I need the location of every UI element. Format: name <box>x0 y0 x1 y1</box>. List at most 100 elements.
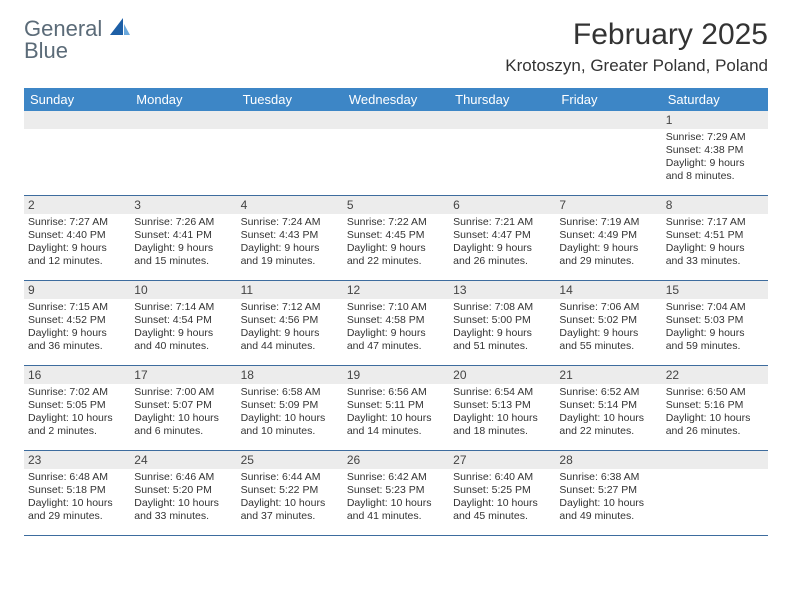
day-number: 17 <box>130 366 236 384</box>
day-info-line: and 29 minutes. <box>559 255 657 268</box>
title-block: February 2025 Krotoszyn, Greater Poland,… <box>505 18 768 76</box>
day-number: 3 <box>130 196 236 214</box>
calendar-day-cell: 11 Sunrise: 7:12 AMSunset: 4:56 PMDayligh… <box>237 281 343 365</box>
calendar-day-cell <box>130 111 236 195</box>
day-number: 18 <box>237 366 343 384</box>
day-info-line: and 26 minutes. <box>453 255 551 268</box>
day-number: 11 <box>237 281 343 299</box>
day-number: 7 <box>555 196 661 214</box>
day-info-line: Sunset: 5:27 PM <box>559 484 657 497</box>
calendar-day-cell: 28Sunrise: 6:38 AMSunset: 5:27 PMDayligh… <box>555 451 661 535</box>
day-info-line: Sunrise: 7:14 AM <box>134 301 232 314</box>
calendar-day-cell <box>449 111 555 195</box>
day-info-line: Daylight: 9 hours <box>241 327 339 340</box>
day-info-line: Daylight: 10 hours <box>559 497 657 510</box>
day-info-line: Daylight: 9 hours <box>666 327 764 340</box>
calendar-day-cell: 19Sunrise: 6:56 AMSunset: 5:11 PMDayligh… <box>343 366 449 450</box>
day-info-line: Daylight: 9 hours <box>666 157 764 170</box>
sail-icon <box>110 18 130 40</box>
day-info: Sunrise: 7:19 AMSunset: 4:49 PMDaylight:… <box>559 216 657 269</box>
day-info: Sunrise: 7:08 AMSunset: 5:00 PMDaylight:… <box>453 301 551 354</box>
weekday-label: Friday <box>555 88 661 111</box>
day-info-line: and 37 minutes. <box>241 510 339 523</box>
day-info-line: Sunset: 5:22 PM <box>241 484 339 497</box>
day-info-line: Sunrise: 7:10 AM <box>347 301 445 314</box>
day-info-line: Daylight: 9 hours <box>666 242 764 255</box>
day-info-line: and 55 minutes. <box>559 340 657 353</box>
day-info-line: Sunset: 4:41 PM <box>134 229 232 242</box>
day-info-line: Sunrise: 6:48 AM <box>28 471 126 484</box>
day-info-line: Daylight: 9 hours <box>453 242 551 255</box>
day-number: 9 <box>24 281 130 299</box>
calendar-day-cell: 9 Sunrise: 7:15 AMSunset: 4:52 PMDaylight… <box>24 281 130 365</box>
day-info-line: Sunrise: 6:50 AM <box>666 386 764 399</box>
day-number: 1 <box>662 111 768 129</box>
day-info-line: Daylight: 9 hours <box>453 327 551 340</box>
day-info-line: and 6 minutes. <box>134 425 232 438</box>
calendar-page: General Blue February 2025 Krotoszyn, Gr… <box>0 0 792 536</box>
day-info: Sunrise: 6:54 AMSunset: 5:13 PMDaylight:… <box>453 386 551 439</box>
day-info: Sunrise: 6:50 AMSunset: 5:16 PMDaylight:… <box>666 386 764 439</box>
day-info: Sunrise: 7:14 AMSunset: 4:54 PMDaylight:… <box>134 301 232 354</box>
day-info-line: Daylight: 9 hours <box>347 327 445 340</box>
day-info-line: Daylight: 9 hours <box>28 242 126 255</box>
day-number: 26 <box>343 451 449 469</box>
weekday-label: Monday <box>130 88 236 111</box>
day-info: Sunrise: 7:06 AMSunset: 5:02 PMDaylight:… <box>559 301 657 354</box>
day-info-line: Daylight: 9 hours <box>28 327 126 340</box>
day-info-line: Sunset: 4:45 PM <box>347 229 445 242</box>
calendar-day-cell: 4Sunrise: 7:24 AMSunset: 4:43 PMDaylight… <box>237 196 343 280</box>
day-info-line: Daylight: 10 hours <box>666 412 764 425</box>
calendar-day-cell: 7 Sunrise: 7:19 AMSunset: 4:49 PMDaylight… <box>555 196 661 280</box>
day-info: Sunrise: 6:58 AMSunset: 5:09 PMDaylight:… <box>241 386 339 439</box>
calendar-day-cell: 8Sunrise: 7:17 AMSunset: 4:51 PMDaylight… <box>662 196 768 280</box>
day-info-line: Sunrise: 7:15 AM <box>28 301 126 314</box>
calendar-day-cell: 27Sunrise: 6:40 AMSunset: 5:25 PMDayligh… <box>449 451 555 535</box>
day-number: 2 <box>24 196 130 214</box>
day-info-line: Sunrise: 7:00 AM <box>134 386 232 399</box>
day-info-line: Daylight: 10 hours <box>347 412 445 425</box>
calendar-day-cell <box>237 111 343 195</box>
day-info-line: Daylight: 10 hours <box>453 497 551 510</box>
day-info-line: Sunrise: 7:17 AM <box>666 216 764 229</box>
day-info-line: Sunset: 5:02 PM <box>559 314 657 327</box>
calendar-day-cell: 10Sunrise: 7:14 AMSunset: 4:54 PMDayligh… <box>130 281 236 365</box>
weekday-label: Saturday <box>662 88 768 111</box>
calendar-day-cell <box>555 111 661 195</box>
calendar-day-cell: 15Sunrise: 7:04 AMSunset: 5:03 PMDayligh… <box>662 281 768 365</box>
calendar-day-cell: 16Sunrise: 7:02 AMSunset: 5:05 PMDayligh… <box>24 366 130 450</box>
day-info: Sunrise: 6:44 AMSunset: 5:22 PMDaylight:… <box>241 471 339 524</box>
day-info: Sunrise: 7:00 AMSunset: 5:07 PMDaylight:… <box>134 386 232 439</box>
day-info-line: and 18 minutes. <box>453 425 551 438</box>
day-info-line: and 33 minutes. <box>134 510 232 523</box>
day-info: Sunrise: 6:48 AMSunset: 5:18 PMDaylight:… <box>28 471 126 524</box>
weekday-label: Thursday <box>449 88 555 111</box>
day-info-line: Daylight: 10 hours <box>134 412 232 425</box>
calendar-day-cell: 13Sunrise: 7:08 AMSunset: 5:00 PMDayligh… <box>449 281 555 365</box>
day-number <box>449 111 555 129</box>
day-info: Sunrise: 7:15 AMSunset: 4:52 PMDaylight:… <box>28 301 126 354</box>
day-info-line: Sunset: 4:51 PM <box>666 229 764 242</box>
day-info-line: Daylight: 10 hours <box>28 497 126 510</box>
day-number: 21 <box>555 366 661 384</box>
day-info-line: Sunrise: 7:22 AM <box>347 216 445 229</box>
day-number <box>662 451 768 469</box>
day-info-line: Sunset: 5:09 PM <box>241 399 339 412</box>
calendar-day-cell: 3Sunrise: 7:26 AMSunset: 4:41 PMDaylight… <box>130 196 236 280</box>
calendar-day-cell: 14Sunrise: 7:06 AMSunset: 5:02 PMDayligh… <box>555 281 661 365</box>
calendar-day-cell: 12Sunrise: 7:10 AMSunset: 4:58 PMDayligh… <box>343 281 449 365</box>
day-info-line: and 26 minutes. <box>666 425 764 438</box>
calendar-day-cell: 18 Sunrise: 6:58 AMSunset: 5:09 PMDayligh… <box>237 366 343 450</box>
day-number: 28 <box>555 451 661 469</box>
day-info-line: and 15 minutes. <box>134 255 232 268</box>
day-info: Sunrise: 7:29 AMSunset: 4:38 PMDaylight:… <box>666 131 764 184</box>
day-number: 20 <box>449 366 555 384</box>
day-number: 23 <box>24 451 130 469</box>
day-info-line: Sunrise: 7:29 AM <box>666 131 764 144</box>
day-info-line: Sunrise: 6:42 AM <box>347 471 445 484</box>
calendar-week-row: 23 Sunrise: 6:48 AMSunset: 5:18 PMDayligh… <box>24 451 768 536</box>
day-number: 5 <box>343 196 449 214</box>
day-info: Sunrise: 7:12 AMSunset: 4:56 PMDaylight:… <box>241 301 339 354</box>
day-number: 15 <box>662 281 768 299</box>
calendar-grid: 1 Sunrise: 7:29 AMSunset: 4:38 PMDaylight… <box>24 111 768 536</box>
